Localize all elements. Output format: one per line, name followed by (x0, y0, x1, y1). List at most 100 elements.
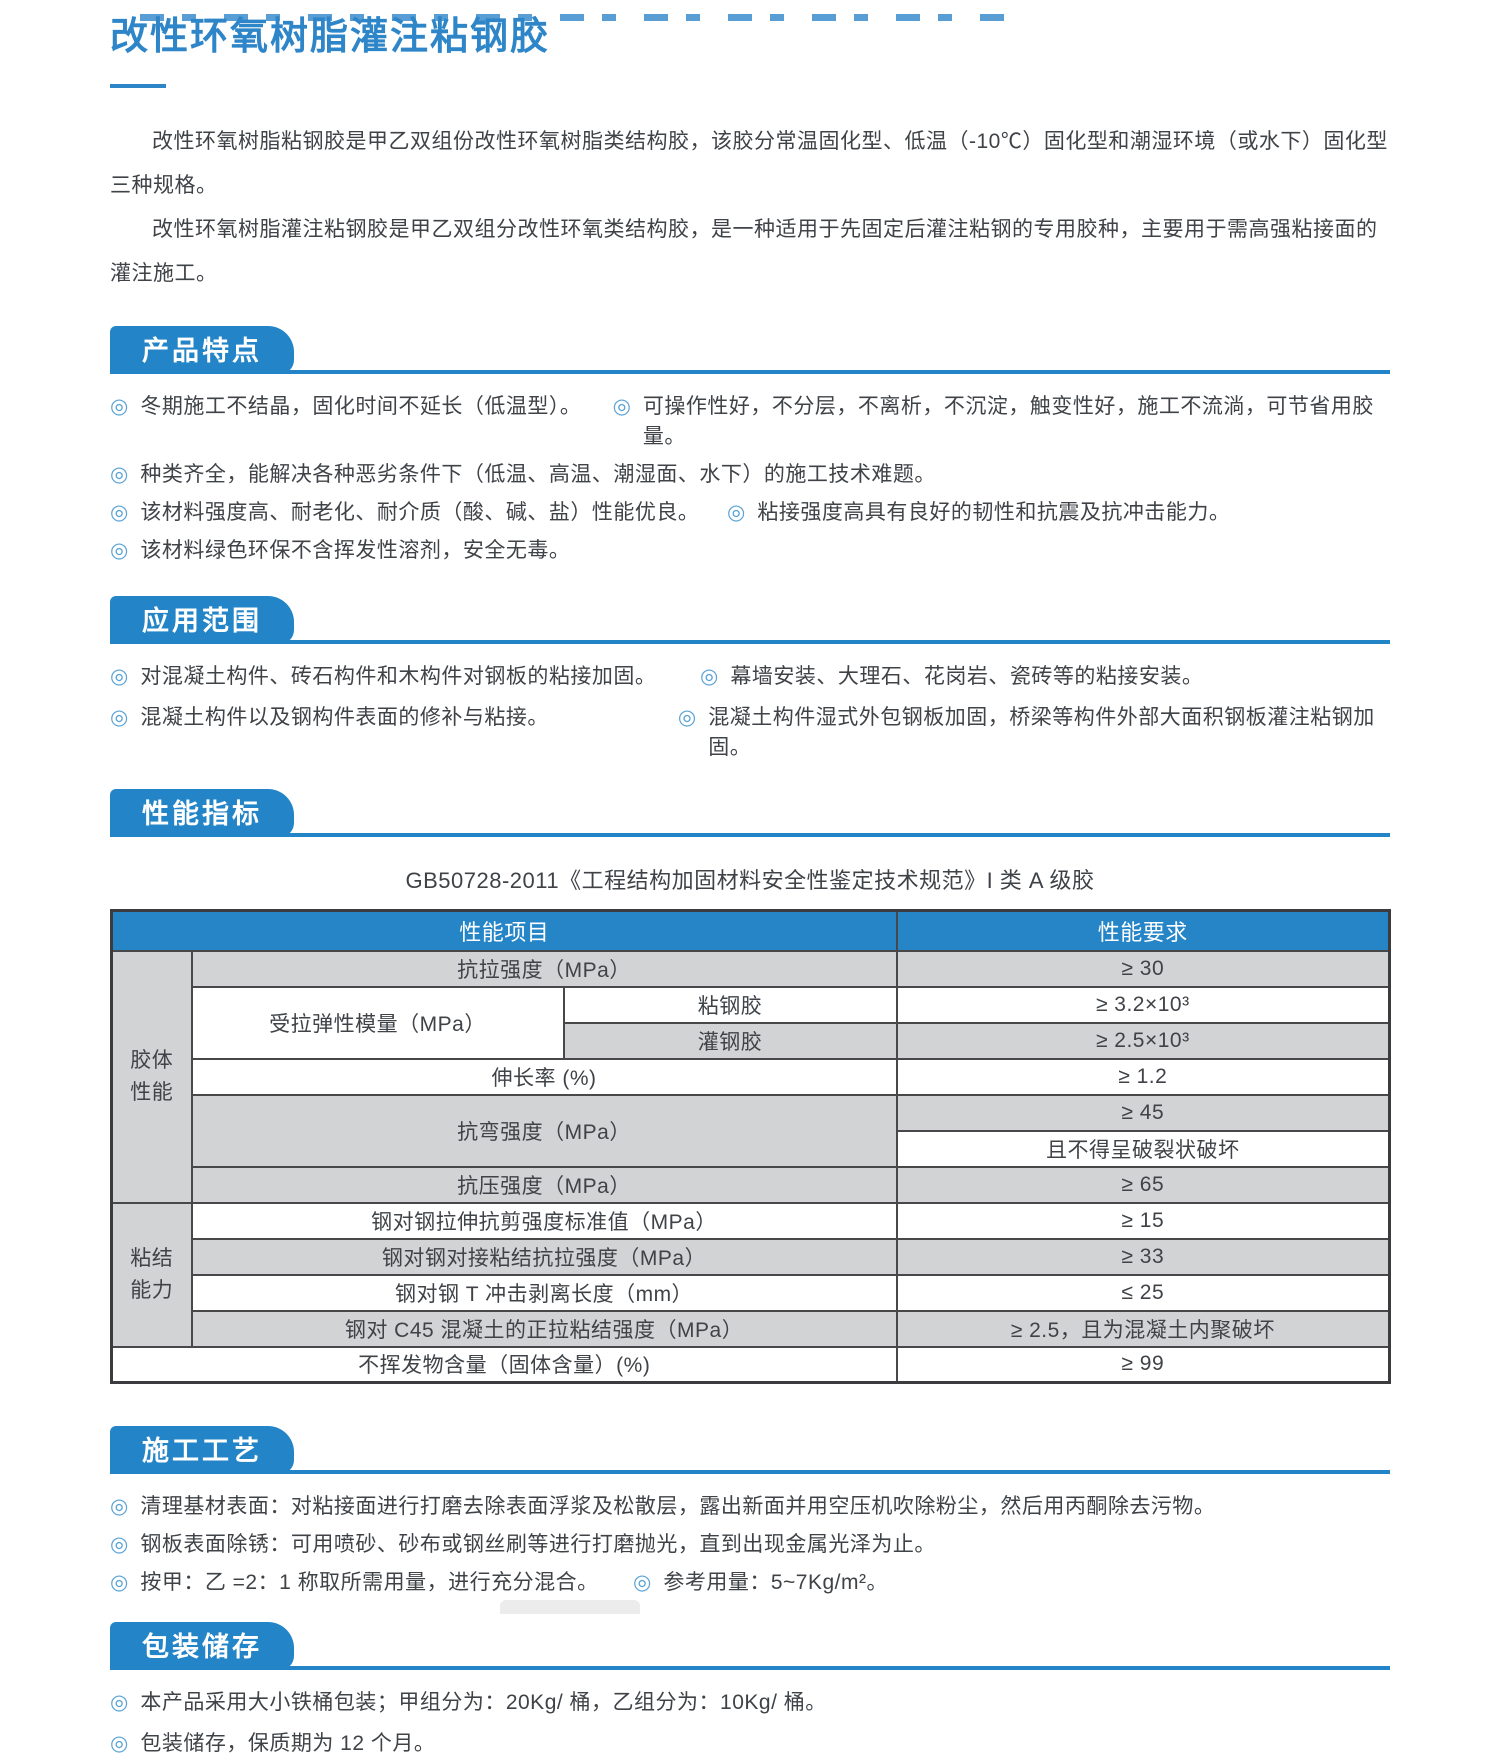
process-text: 钢板表面除锈：可用喷砂、砂布或钢丝刷等进行打磨抛光，直到出现金属光泽为止。 (140, 1533, 936, 1556)
application-text: 幕墙安装、大理石、花岗岩、瓷砖等的粘接安装。 (730, 665, 1204, 688)
table-row: 受拉弹性模量（MPa） 粘钢胶 ≥ 3.2×10³ (112, 985, 1391, 1060)
property-value: ≥ 3.2×10³ (895, 985, 1391, 1024)
table-row: 钢对钢 T 冲击剥离长度（mm） ≤ 25 (112, 1273, 1391, 1312)
property-value: ≥ 30 (895, 949, 1391, 988)
list-item: ◎ 该材料强度高、耐老化、耐介质（酸、碱、盐）性能优良。 (110, 498, 727, 528)
section-performance: 性能指标 GB50728-2011《工程结构加固材料安全性鉴定技术规范》I 类 … (110, 789, 1392, 1384)
process-list: ◎ 清理基材表面：对粘接面进行打磨去除表面浮浆及松散层，露出新面并用空压机吹除粉… (110, 1492, 1390, 1598)
section-features: 产品特点 ◎ 冬期施工不结晶，固化时间不延长（低温型）。 ◎ 可操作性好，不分层… (110, 326, 1390, 566)
bullet-icon: ◎ (110, 395, 129, 418)
table-row: 伸长率 (%) ≥ 1.2 (112, 1057, 1391, 1096)
process-text: 参考用量：5~7Kg/m²。 (663, 1571, 888, 1594)
section-badge: 包装储存 (110, 1622, 294, 1670)
section-header: 性能指标 (110, 789, 1390, 839)
bullet-icon: ◎ (110, 1495, 129, 1518)
section-applications: 应用范围 ◎ 对混凝土构件、砖石构件和木构件对钢板的粘接加固。 ◎ 幕墙安装、大… (110, 596, 1390, 763)
section-header: 包装储存 (110, 1622, 1390, 1672)
list-item: ◎ 钢板表面除锈：可用喷砂、砂布或钢丝刷等进行打磨抛光，直到出现金属光泽为止。 (110, 1530, 936, 1560)
property-label: 抗弯强度（MPa） (190, 1093, 898, 1168)
section-badge: 施工工艺 (110, 1426, 294, 1474)
section-rule (110, 1666, 1390, 1670)
property-sublabel: 粘钢胶 (562, 985, 898, 1024)
bullet-icon: ◎ (612, 395, 631, 418)
list-item: ◎ 混凝土构件以及钢构件表面的修补与粘接。 (110, 703, 678, 763)
section-rule (110, 833, 1390, 837)
bullet-icon: ◎ (110, 665, 129, 688)
row-group-label: 粘结能力 (110, 1201, 193, 1348)
bullet-icon: ◎ (633, 1571, 652, 1594)
property-label: 钢对钢 T 冲击剥离长度（mm） (190, 1273, 898, 1312)
bullet-icon: ◎ (110, 501, 129, 524)
page-title: 改性环氧树脂灌注粘钢胶 (110, 16, 551, 58)
section-rule (110, 1470, 1390, 1474)
feature-text: 冬期施工不结晶，固化时间不延长（低温型）。 (140, 395, 582, 418)
column-header: 性能项目 (110, 909, 898, 952)
property-value: ≥ 99 (895, 1345, 1391, 1384)
row-group-label: 胶体性能 (110, 949, 193, 1204)
property-label: 钢对钢对接粘结抗拉强度（MPa） (190, 1237, 898, 1276)
table-header-row: 性能项目 性能要求 (110, 909, 1391, 952)
table-row: 不挥发物含量（固体含量）(%) ≥ 99 (110, 1345, 1391, 1384)
property-label: 伸长率 (%) (190, 1057, 898, 1096)
table-row: 抗压强度（MPa） ≥ 65 (112, 1165, 1391, 1204)
bullet-icon: ◎ (110, 706, 129, 729)
storage-text: 包装储存，保质期为 12 个月。 (140, 1732, 436, 1755)
section-rule (110, 640, 1390, 644)
property-label: 不挥发物含量（固体含量）(%) (110, 1345, 898, 1384)
application-text: 混凝土构件湿式外包钢板加固，桥梁等构件外部大面积钢板灌注粘钢加固。 (708, 706, 1375, 759)
property-value: ≥ 33 (895, 1237, 1391, 1276)
property-value: 且不得呈破裂状破坏 (895, 1129, 1391, 1168)
section-header: 产品特点 (110, 326, 1390, 376)
bullet-icon: ◎ (700, 665, 719, 688)
bullet-icon: ◎ (110, 1691, 129, 1714)
table-row: 胶体性能 抗拉强度（MPa） ≥ 30 (110, 949, 1391, 1204)
storage-list: ◎ 本产品采用大小铁桶包装；甲组分为：20Kg/ 桶，乙组分为：10Kg/ 桶。… (110, 1688, 1390, 1759)
feature-list: ◎ 冬期施工不结晶，固化时间不延长（低温型）。 ◎ 可操作性好，不分层，不离析，… (110, 392, 1390, 566)
intro-paragraph: 改性环氧树脂灌注粘钢胶是甲乙双组分改性环氧类结构胶，是一种适用于先固定后灌注粘钢… (110, 218, 1378, 285)
performance-table: 性能项目 性能要求 胶体性能 抗拉强度（MPa） ≥ 30 受拉弹性模量（MPa… (110, 909, 1392, 1384)
property-value: ≥ 65 (895, 1165, 1391, 1204)
process-text: 清理基材表面：对粘接面进行打磨去除表面浮浆及松散层，露出新面并用空压机吹除粉尘，… (140, 1495, 1216, 1518)
property-value: ≥ 2.5×10³ (895, 1021, 1391, 1060)
feature-text: 该材料绿色环保不含挥发性溶剂，安全无毒。 (140, 539, 571, 562)
list-item: ◎ 清理基材表面：对粘接面进行打磨去除表面浮浆及松散层，露出新面并用空压机吹除粉… (110, 1492, 1215, 1522)
list-item: ◎ 混凝土构件湿式外包钢板加固，桥梁等构件外部大面积钢板灌注粘钢加固。 (678, 703, 1390, 763)
list-item: ◎ 对混凝土构件、砖石构件和木构件对钢板的粘接加固。 (110, 662, 700, 692)
property-sublabel: 灌钢胶 (562, 1021, 898, 1060)
process-text: 按甲：乙 =2：1 称取所需用量，进行充分混合。 (140, 1571, 599, 1594)
cropped-text-artifact-top (140, 14, 1008, 21)
list-item: ◎ 可操作性好，不分层，不离析，不沉淀，触变性好，施工不流淌，可节省用胶量。 (613, 392, 1390, 452)
list-item: ◎ 种类齐全，能解决各种恶劣条件下（低温、高温、潮湿面、水下）的施工技术难题。 (110, 460, 936, 490)
property-label: 受拉弹性模量（MPa） (190, 985, 565, 1060)
feature-text: 该材料强度高、耐老化、耐介质（酸、碱、盐）性能优良。 (140, 501, 700, 524)
list-item: ◎ 幕墙安装、大理石、花岗岩、瓷砖等的粘接安装。 (700, 662, 1203, 692)
table-row: 钢对钢对接粘结抗拉强度（MPa） ≥ 33 (112, 1237, 1391, 1276)
bullet-icon: ◎ (110, 1571, 129, 1594)
title-underline (110, 84, 166, 88)
table-row: 钢对 C45 混凝土的正拉粘结强度（MPa） ≥ 2.5，且为混凝土内聚破坏 (112, 1309, 1391, 1348)
bullet-icon: ◎ (110, 1533, 129, 1556)
bullet-icon: ◎ (110, 463, 129, 486)
application-text: 混凝土构件以及钢构件表面的修补与粘接。 (140, 706, 549, 729)
column-header: 性能要求 (895, 909, 1391, 952)
table-row: 灌钢胶 ≥ 2.5×10³ (112, 1021, 1391, 1060)
property-label: 抗拉强度（MPa） (190, 949, 898, 988)
application-text: 对混凝土构件、砖石构件和木构件对钢板的粘接加固。 (140, 665, 657, 688)
intro-paragraph: 改性环氧树脂粘钢胶是甲乙双组份改性环氧树脂类结构胶，该胶分常温固化型、低温（-1… (110, 130, 1388, 197)
table-row: 抗弯强度（MPa） ≥ 45 (112, 1093, 1391, 1168)
section-header: 施工工艺 (110, 1426, 1390, 1476)
section-badge: 性能指标 (110, 789, 294, 837)
property-label: 钢对钢拉伸抗剪强度标准值（MPa） (190, 1201, 898, 1240)
intro-paragraphs: 改性环氧树脂粘钢胶是甲乙双组份改性环氧树脂类结构胶，该胶分常温固化型、低温（-1… (110, 120, 1390, 296)
list-item: ◎ 冬期施工不结晶，固化时间不延长（低温型）。 (110, 392, 613, 452)
table-row: 且不得呈破裂状破坏 (112, 1129, 1391, 1168)
property-value: ≥ 2.5，且为混凝土内聚破坏 (895, 1309, 1391, 1348)
bullet-icon: ◎ (110, 1732, 129, 1755)
list-item: ◎ 本产品采用大小铁桶包装；甲组分为：20Kg/ 桶，乙组分为：10Kg/ 桶。 (110, 1688, 827, 1718)
list-item: ◎ 按甲：乙 =2：1 称取所需用量，进行充分混合。 (110, 1568, 633, 1598)
property-value: ≥ 15 (895, 1201, 1391, 1240)
feature-text: 粘接强度高具有良好的韧性和抗震及抗冲击能力。 (757, 501, 1231, 524)
property-value: ≥ 1.2 (895, 1057, 1391, 1096)
section-header: 应用范围 (110, 596, 1390, 646)
section-badge: 产品特点 (110, 326, 294, 374)
